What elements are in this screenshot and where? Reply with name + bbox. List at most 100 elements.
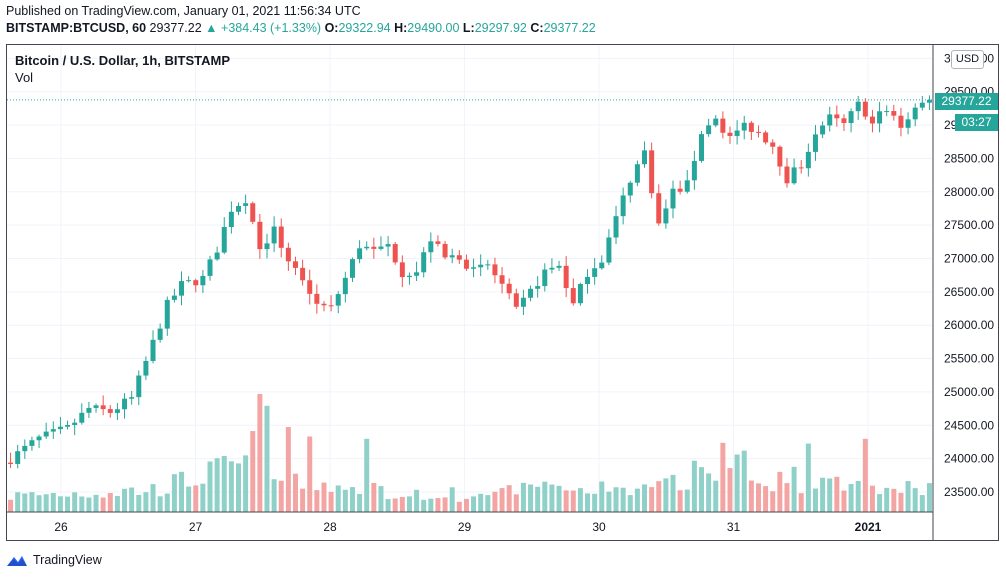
candle-body — [307, 280, 313, 294]
volume-bar — [214, 458, 220, 512]
volume-bar — [741, 450, 747, 512]
volume-bar — [314, 490, 320, 512]
currency-button[interactable]: USD — [951, 50, 984, 69]
close-label: C: — [530, 21, 544, 35]
candle-body — [492, 264, 498, 276]
candle-body — [200, 275, 206, 286]
candle-body — [221, 227, 227, 253]
candle-body — [528, 288, 534, 298]
volume-bar — [834, 476, 840, 512]
volume-bar — [72, 492, 78, 512]
candle-body — [207, 259, 213, 276]
volume-bar — [364, 438, 370, 512]
candle-body — [406, 275, 412, 278]
candle-body — [677, 188, 683, 192]
candle-body — [784, 166, 790, 184]
volume-bar — [399, 496, 405, 512]
volume-bar — [869, 485, 875, 512]
candle-body — [186, 280, 192, 282]
tradingview-logo-icon — [7, 556, 27, 566]
volume-bar — [535, 486, 541, 512]
volume-bar — [791, 466, 797, 512]
time-tick-label: 29 — [458, 520, 472, 534]
volume-bar — [720, 442, 726, 512]
volume-bar — [827, 478, 833, 512]
volume-bar — [122, 488, 128, 512]
candle-body — [292, 261, 298, 268]
candle-body — [869, 116, 875, 124]
volume-bar — [221, 455, 227, 512]
open-value: 29322.94 — [338, 21, 391, 35]
candle-body — [29, 440, 35, 446]
volume-bar — [585, 493, 591, 512]
volume-bar — [157, 496, 163, 512]
volume-bar — [15, 492, 21, 512]
candle-body — [463, 259, 469, 269]
candle-body — [179, 281, 185, 296]
candle-body — [342, 277, 348, 295]
volume-bar — [257, 394, 263, 512]
quote-line: BITSTAMP:BTCUSD, 60 29377.22 ▲ +384.43 (… — [6, 21, 596, 35]
candle-body — [50, 429, 56, 432]
candle-body — [520, 297, 526, 307]
candle-body — [421, 252, 427, 273]
volume-bar — [378, 486, 384, 512]
candle-body — [499, 275, 505, 284]
volume-bar — [93, 494, 99, 512]
candle-body — [891, 111, 897, 116]
volume-bar — [307, 436, 313, 512]
candle-body — [114, 409, 120, 413]
last-price-tag: 29377.22 — [935, 93, 998, 110]
candle-body — [228, 211, 234, 228]
candle-body — [848, 111, 854, 124]
candle-body — [592, 268, 598, 277]
high-label: H: — [394, 21, 408, 35]
volume-bar — [627, 495, 633, 512]
volume-bar — [926, 483, 932, 512]
candle-body — [428, 241, 434, 253]
volume-bar — [812, 488, 818, 512]
candle-body — [314, 293, 320, 304]
volume-bar — [186, 486, 192, 512]
candle-body — [506, 283, 512, 294]
candle-body — [741, 122, 747, 131]
volume-bar — [706, 473, 712, 512]
candle-body — [656, 193, 662, 224]
volume-bar — [727, 468, 733, 512]
brand[interactable]: TradingView — [6, 551, 102, 569]
candle-body — [777, 146, 783, 167]
candle-body — [300, 267, 306, 281]
candle-body — [72, 422, 78, 426]
candle-body — [642, 150, 648, 165]
candle-body — [271, 226, 277, 244]
volume-bar — [207, 461, 213, 512]
price-change: ▲ +384.43 (+1.33%) — [205, 21, 322, 35]
volume-bar — [599, 481, 605, 512]
candle-body — [65, 425, 71, 427]
volume-bar — [250, 431, 256, 512]
candle-body — [898, 115, 904, 128]
time-tick-label: 31 — [727, 520, 741, 534]
candle-body — [812, 134, 818, 152]
candle-body — [414, 272, 420, 276]
volume-bar — [107, 493, 113, 512]
chart-frame[interactable] — [6, 44, 999, 541]
volume-bar — [898, 492, 904, 512]
time-tick-label: 2021 — [855, 520, 882, 534]
volume-bar — [406, 496, 412, 512]
candle-body — [357, 248, 363, 260]
volume-bar — [855, 480, 861, 512]
candle-body — [613, 216, 619, 238]
volume-bar — [891, 488, 897, 512]
candle-body — [485, 264, 491, 266]
volume-bar — [357, 493, 363, 512]
time-tick-label: 26 — [54, 520, 68, 534]
volume-bar — [634, 488, 640, 512]
volume-bar — [328, 491, 334, 512]
volume-bar — [292, 473, 298, 512]
candle-body — [456, 255, 462, 260]
candles — [8, 95, 932, 469]
volume-bar — [285, 427, 291, 512]
volume-bar — [193, 485, 199, 512]
